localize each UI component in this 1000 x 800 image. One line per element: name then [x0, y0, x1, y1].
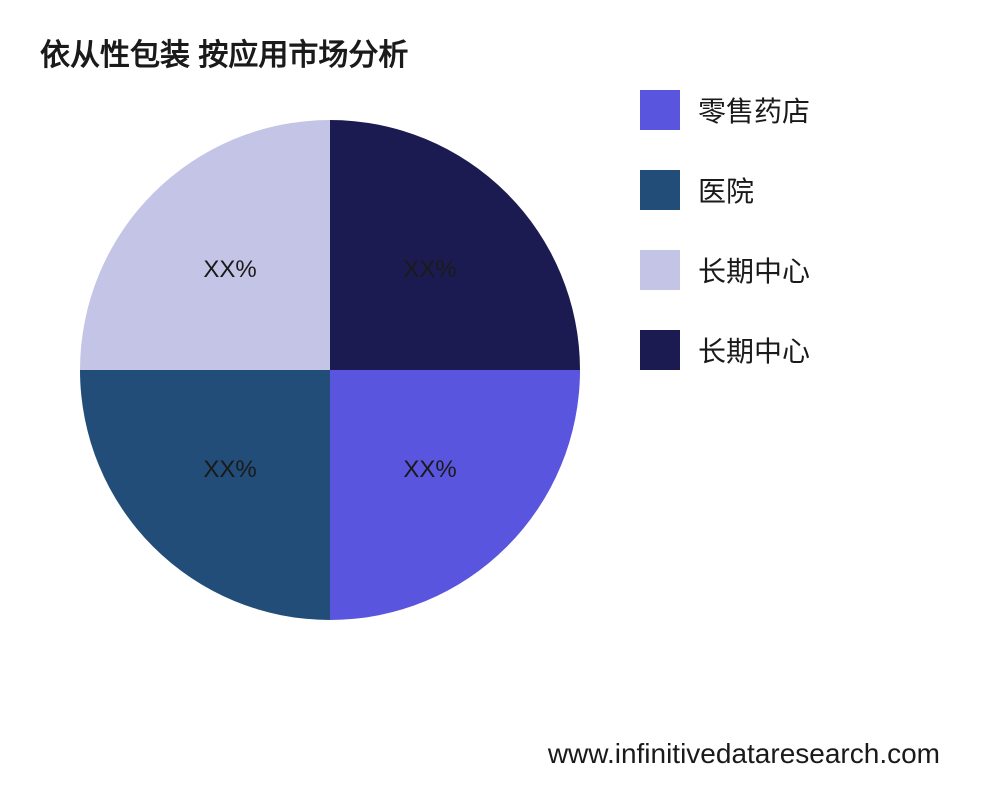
- legend-item: 医院: [640, 170, 810, 210]
- slice-label: XX%: [203, 456, 256, 484]
- slice-label: XX%: [403, 456, 456, 484]
- legend-swatch: [640, 90, 680, 130]
- chart-title: 依从性包装 按应用市场分析: [40, 30, 408, 74]
- pie-slice: [80, 370, 330, 620]
- legend-label: 医院: [698, 170, 754, 210]
- legend-item: 长期中心: [640, 330, 810, 370]
- legend-swatch: [640, 170, 680, 210]
- legend-swatch: [640, 330, 680, 370]
- legend-label: 零售药店: [698, 90, 810, 130]
- legend-item: 零售药店: [640, 90, 810, 130]
- legend-label: 长期中心: [698, 330, 810, 370]
- legend-label: 长期中心: [698, 250, 810, 290]
- pie-chart: XX% XX% XX% XX%: [80, 120, 580, 620]
- pie-svg: [80, 120, 580, 620]
- slice-label: XX%: [203, 256, 256, 284]
- pie-slice: [80, 120, 330, 370]
- pie-slice: [330, 370, 580, 620]
- legend-item: 长期中心: [640, 250, 810, 290]
- legend-swatch: [640, 250, 680, 290]
- slice-label: XX%: [403, 256, 456, 284]
- legend: 零售药店医院长期中心长期中心: [640, 90, 810, 370]
- pie-slice: [330, 120, 580, 370]
- footer-text: www.infinitivedataresearch.com: [548, 738, 940, 770]
